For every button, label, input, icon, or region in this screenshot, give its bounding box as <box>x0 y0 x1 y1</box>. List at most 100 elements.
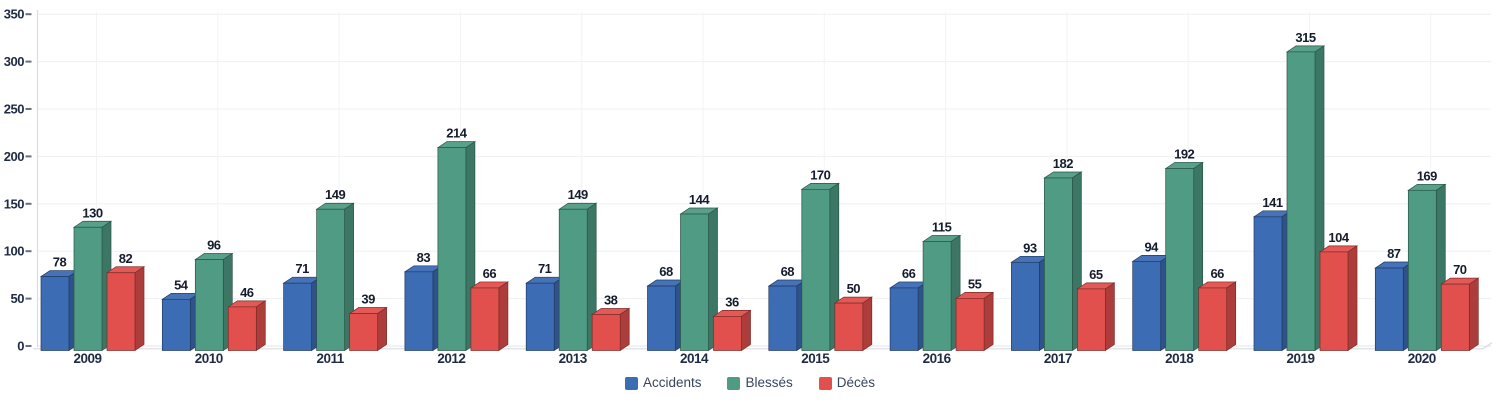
bar-front-face[interactable] <box>801 188 831 351</box>
bar-front-face[interactable] <box>1440 283 1470 351</box>
bar-blesses-2012[interactable] <box>436 140 477 352</box>
bar-front-face[interactable] <box>1165 168 1195 351</box>
bar-front-face[interactable] <box>404 271 434 351</box>
bar-deces-2020[interactable] <box>1440 277 1480 352</box>
bar-blesses-2010[interactable] <box>194 252 234 352</box>
legend-item-blesses[interactable]: Blessés <box>727 376 793 390</box>
bar-accidents-2017[interactable] <box>1010 255 1050 352</box>
bar-blesses-2009[interactable] <box>72 220 113 352</box>
bar-deces-2009[interactable] <box>105 266 146 352</box>
bar-deces-2018[interactable] <box>1197 281 1237 352</box>
x-axis-label: 2018 <box>1165 351 1194 366</box>
bar-accidents-2013[interactable] <box>525 276 565 352</box>
bar-accidents-2018[interactable] <box>1131 254 1171 352</box>
y-axis-label: 300 <box>4 54 24 69</box>
bar-front-face[interactable] <box>161 298 191 351</box>
bar-deces-2015[interactable] <box>833 296 873 352</box>
bar-front-face[interactable] <box>106 272 136 351</box>
value-label: 66 <box>483 266 497 281</box>
bar-accidents-2015[interactable] <box>767 279 807 352</box>
bar-front-face[interactable] <box>558 208 588 351</box>
bar-side-face[interactable] <box>862 296 873 352</box>
bar-front-face[interactable] <box>1077 288 1106 351</box>
bar-blesses-2019[interactable] <box>1285 45 1326 352</box>
bar-side-face[interactable] <box>619 307 630 352</box>
bar-blesses-2020[interactable] <box>1407 183 1447 352</box>
bar-blesses-2016[interactable] <box>921 234 962 352</box>
bar-deces-2013[interactable] <box>591 307 631 352</box>
bar-front-face[interactable] <box>591 314 621 351</box>
bar-side-face[interactable] <box>1468 277 1479 352</box>
bar-deces-2017[interactable] <box>1076 282 1116 352</box>
bar-front-face[interactable] <box>40 276 70 351</box>
bar-side-face[interactable] <box>498 281 509 352</box>
legend-label-accidents: Accidents <box>642 375 702 390</box>
bar-side-face[interactable] <box>1347 245 1358 352</box>
bar-front-face[interactable] <box>349 313 378 351</box>
bar-blesses-2017[interactable] <box>1043 171 1083 352</box>
bar-front-face[interactable] <box>525 282 555 351</box>
value-label: 82 <box>119 251 133 266</box>
bar-front-face[interactable] <box>834 302 864 351</box>
bar-front-face[interactable] <box>283 282 312 351</box>
bar-front-face[interactable] <box>470 287 500 351</box>
bar-front-face[interactable] <box>1253 216 1283 351</box>
bar-deces-2010[interactable] <box>227 300 267 352</box>
bar-accidents-2014[interactable] <box>646 279 686 352</box>
bar-side-face[interactable] <box>134 266 145 352</box>
bar-deces-2011[interactable] <box>348 306 388 352</box>
legend-label-deces: Décès <box>836 375 876 390</box>
bar-side-face[interactable] <box>1226 281 1237 352</box>
bar-front-face[interactable] <box>1044 177 1073 351</box>
y-axis-label: 100 <box>4 244 24 259</box>
bar-front-face[interactable] <box>922 241 952 351</box>
bar-front-face[interactable] <box>1198 287 1228 351</box>
bar-front-face[interactable] <box>1286 51 1316 351</box>
bar-blesses-2014[interactable] <box>679 207 719 352</box>
bar-front-face[interactable] <box>227 306 257 351</box>
bar-accidents-2020[interactable] <box>1374 261 1414 352</box>
bar-front-face[interactable] <box>955 298 985 351</box>
bar-blesses-2013[interactable] <box>558 202 598 352</box>
bar-front-face[interactable] <box>194 259 224 351</box>
bar-front-face[interactable] <box>1319 251 1349 351</box>
bar-front-face[interactable] <box>1011 261 1040 351</box>
bar-blesses-2011[interactable] <box>315 202 355 352</box>
bar-front-face[interactable] <box>73 226 103 351</box>
x-axis-label: 2010 <box>195 351 223 366</box>
bar-front-face[interactable] <box>1132 261 1162 351</box>
bar-front-face[interactable] <box>680 213 709 351</box>
value-label: 87 <box>1387 246 1401 261</box>
bar-front-face[interactable] <box>1407 189 1437 351</box>
bar-blesses-2015[interactable] <box>800 182 840 352</box>
bar-deces-2012[interactable] <box>469 281 510 352</box>
bar-accidents-2012[interactable] <box>403 265 444 352</box>
value-label: 93 <box>1023 240 1037 255</box>
bar-front-face[interactable] <box>647 285 676 351</box>
x-axis-label: 2015 <box>801 351 830 366</box>
bar-side-face[interactable] <box>1105 282 1115 352</box>
legend-item-accidents[interactable]: Accidents <box>624 375 702 390</box>
bar-deces-2016[interactable] <box>954 291 995 352</box>
bar-front-face[interactable] <box>437 147 467 351</box>
bar-side-face[interactable] <box>983 291 994 352</box>
bar-front-face[interactable] <box>1374 267 1404 351</box>
bar-accidents-2009[interactable] <box>39 269 80 352</box>
bar-side-face[interactable] <box>255 300 266 352</box>
bar-accidents-2016[interactable] <box>888 281 929 352</box>
bar-deces-2014[interactable] <box>712 309 752 352</box>
bar-accidents-2011[interactable] <box>282 276 322 352</box>
bar-side-face[interactable] <box>377 306 387 352</box>
bar-accidents-2019[interactable] <box>1252 210 1293 352</box>
bar-side-face[interactable] <box>741 309 751 352</box>
bar-front-face[interactable] <box>768 285 798 351</box>
bar-deces-2019[interactable] <box>1318 245 1359 352</box>
value-label: 54 <box>174 277 189 292</box>
x-axis-label: 2016 <box>923 351 952 366</box>
bar-blesses-2018[interactable] <box>1164 161 1204 352</box>
bar-accidents-2010[interactable] <box>161 292 201 352</box>
bar-front-face[interactable] <box>889 287 919 351</box>
legend-item-deces[interactable]: Décès <box>818 375 876 390</box>
bar-front-face[interactable] <box>316 208 345 351</box>
bar-front-face[interactable] <box>713 316 742 351</box>
